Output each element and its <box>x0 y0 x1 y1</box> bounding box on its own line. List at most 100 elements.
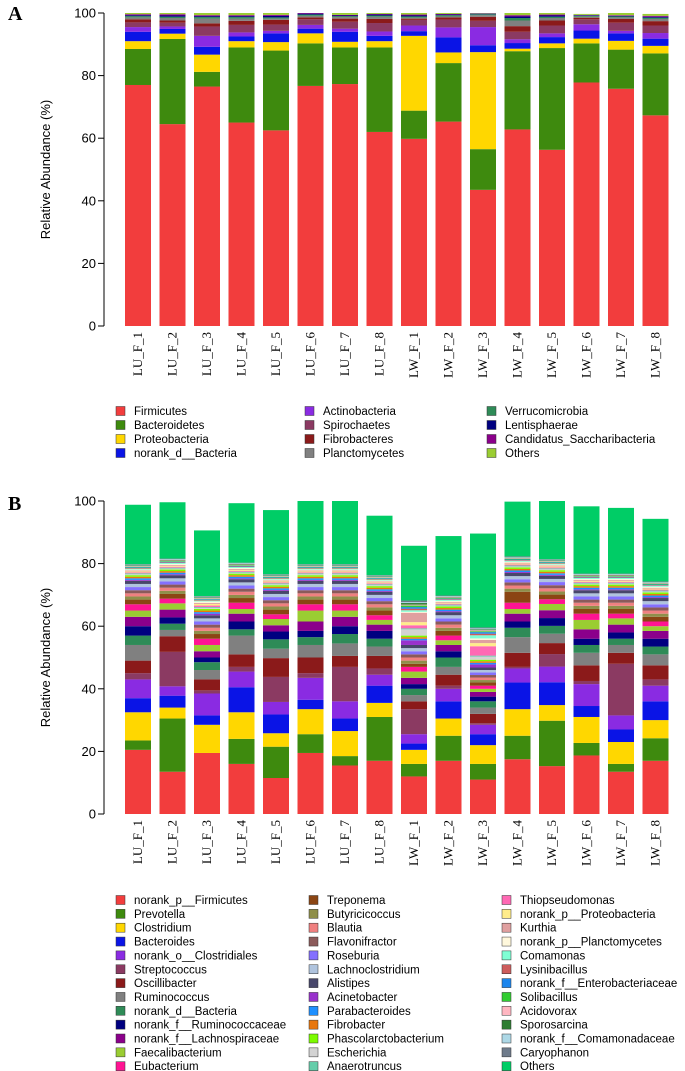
panel-a-bar-segment <box>297 85 324 326</box>
panel-b-bar-segment <box>642 589 669 591</box>
panel-b-bar-segment <box>642 613 669 617</box>
panel-a-bar-segment <box>435 13 462 15</box>
panel-b-bar-segment <box>608 763 634 772</box>
panel-b-bar-segment <box>366 577 393 579</box>
panel-a-bar-segment <box>539 149 565 326</box>
panel-b-bar-segment <box>608 583 634 585</box>
panel-a-bar-segment <box>504 15 531 17</box>
panel-a-legend-swatch <box>486 420 497 430</box>
panel-b-bar-segment <box>573 576 600 577</box>
panel-b-legend-swatch <box>308 895 319 905</box>
panel-b-bar-segment <box>504 652 531 667</box>
panel-b-bar-segment <box>332 579 358 581</box>
panel-b-bar-segment <box>435 635 462 641</box>
panel-b-bar-segment <box>608 579 634 581</box>
panel-b-bar-segment <box>573 590 600 594</box>
panel-a-bar-segment <box>642 115 669 326</box>
panel-a-bar-segment <box>297 17 324 20</box>
panel-b-bar-segment <box>297 564 324 566</box>
panel-b-legend-label: Anaerotruncus <box>327 1061 402 1071</box>
panel-b-bar-segment <box>228 567 255 569</box>
panel-a-bar-segment <box>539 25 565 34</box>
panel-b-bar-segment <box>642 665 669 680</box>
panel-b-bar-segment <box>366 604 393 608</box>
panel-a-bar-segment <box>159 15 186 17</box>
panel-b-bar-segment <box>125 571 151 573</box>
panel-a-bar-segment <box>159 13 186 15</box>
panel-a-bar-segment <box>263 33 289 43</box>
panel-b-bar-segment <box>159 574 186 576</box>
panel-b-legend-label: Streptococcus <box>134 964 207 976</box>
panel-b-legend-swatch <box>501 1061 512 1071</box>
panel-a-bar-segment <box>159 124 186 327</box>
panel-b-y-tick-label: 20 <box>82 744 96 759</box>
panel-b-bar-segment <box>573 593 600 597</box>
panel-a-x-tick-label: LW_F_4 <box>510 332 525 378</box>
panel-b-bar-segment <box>297 699 324 710</box>
panel-b-bar-segment <box>573 605 600 609</box>
panel-b-bar-segment <box>263 586 289 589</box>
panel-a-bar-segment <box>470 45 496 53</box>
panel-b-bar-segment <box>504 576 531 580</box>
panel-b-bar-segment <box>401 776 427 814</box>
panel-a-bar-segment <box>608 18 634 23</box>
panel-a-x-tick-label: LW_F_7 <box>613 332 628 378</box>
panel-b-bar-segment <box>332 566 358 567</box>
panel-b-legend-label: norank_d__Bacteria <box>134 1006 238 1018</box>
panel-b-bar-segment <box>297 673 324 678</box>
panel-b-bar-segment <box>159 569 186 572</box>
panel-b-bar-segment <box>435 598 462 600</box>
panel-b-bar-segment <box>642 597 669 599</box>
panel-b-bar-segment <box>539 578 565 583</box>
panel-b-bar-segment <box>642 593 669 596</box>
panel-b-bar-segment <box>504 567 531 569</box>
panel-b-legend-label: Treponema <box>327 895 386 907</box>
panel-a-legend-label: norank_d__Bacteria <box>134 448 238 460</box>
panel-b-bar-segment <box>194 651 220 658</box>
panel-b-x-tick-label: LU_F_3 <box>199 820 214 864</box>
panel-b-bar-segment <box>297 572 324 574</box>
panel-b-y-tick-label: 60 <box>82 619 96 634</box>
panel-a-x-tick-label: LW_F_8 <box>648 332 663 378</box>
panel-a-bar-segment <box>263 13 289 15</box>
panel-b-bar-segment <box>573 629 600 639</box>
panel-b-bar-segment <box>297 565 324 567</box>
panel-b-bar-segment <box>194 615 220 619</box>
panel-a-bar-segment <box>401 19 427 26</box>
panel-b-bar-segment <box>642 760 669 814</box>
panel-a-bar-segment <box>228 47 255 123</box>
panel-b-bar-segment <box>125 712 151 741</box>
panel-b-x-tick-label: LU_F_8 <box>372 820 387 864</box>
panel-b-bar-segment <box>125 564 151 565</box>
panel-b-bar-segment <box>435 611 462 613</box>
panel-b-legend-swatch <box>308 992 319 1002</box>
panel-b-bar-segment <box>194 670 220 680</box>
panel-b-bar-segment <box>401 610 427 612</box>
panel-b-bar-segment <box>228 666 255 672</box>
panel-b-legend-label: Acinetobacter <box>327 992 397 1004</box>
panel-b-bar-segment <box>263 578 289 580</box>
panel-b-bar-segment <box>470 646 496 656</box>
panel-b-bar-segment <box>194 630 220 635</box>
panel-b-bar-segment <box>539 610 565 619</box>
panel-b-bar-segment <box>401 684 427 689</box>
panel-a-bar-segment <box>642 33 669 39</box>
panel-b-bar-segment <box>470 643 496 647</box>
panel-b-bar-segment <box>159 603 186 610</box>
panel-b-bar-segment <box>573 652 600 666</box>
panel-b-bar-segment <box>401 654 427 658</box>
panel-a-bar-segment <box>366 131 393 326</box>
panel-a-bar-segment <box>263 17 289 19</box>
panel-a-bar-segment <box>194 15 220 17</box>
panel-b-bar-segment <box>159 560 186 562</box>
panel-b-bar-segment <box>263 648 289 659</box>
panel-b-legend-label: Oscillibacter <box>134 978 197 990</box>
panel-a-bar-segment <box>573 82 600 327</box>
panel-b-bar-segment <box>366 638 393 647</box>
panel-b-bar-segment <box>263 609 289 615</box>
panel-b-bar-segment <box>470 670 496 673</box>
panel-a-bar-segment <box>539 20 565 26</box>
panel-a-legend-label: Candidatus_Saccharibacteria <box>505 434 656 446</box>
panel-a-bar-segment <box>366 18 393 24</box>
panel-b-bar-segment <box>194 600 220 602</box>
